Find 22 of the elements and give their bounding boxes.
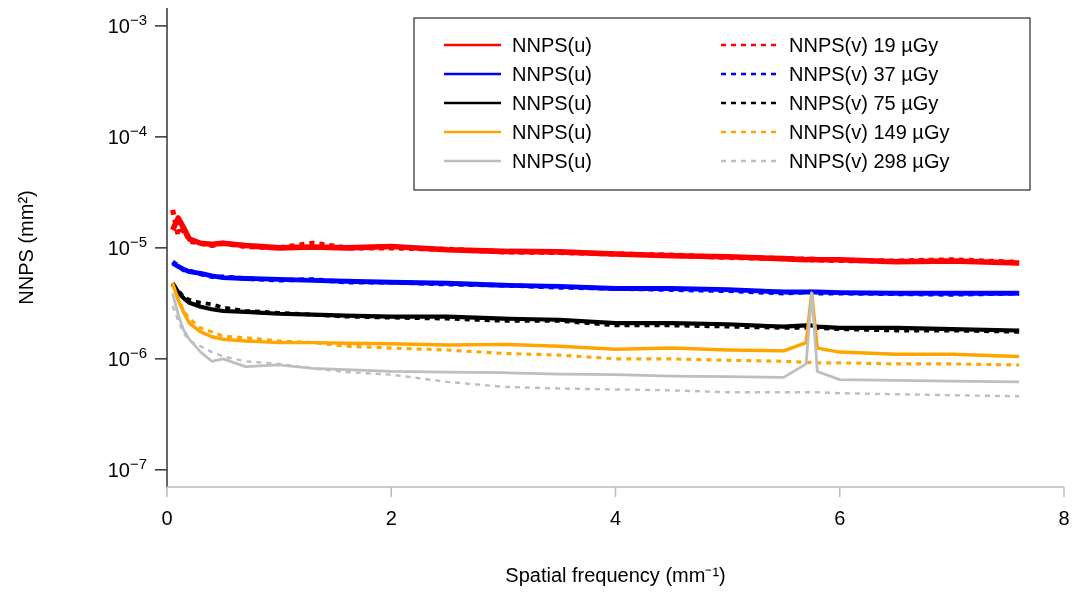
legend-label: NNPS(u): [512, 150, 593, 172]
legend-label: NNPS(v) 149 µGy: [789, 121, 950, 143]
y-tick-label: 10$^{−4}$: [107, 121, 147, 148]
x-axis-title: Spatial frequency (mm⁻¹): [505, 564, 726, 586]
x-tick-label: 8: [1058, 507, 1070, 529]
legend-label: NNPS(v) 37 µGy: [789, 63, 939, 85]
y-tick-label: 10$^{−6}$: [107, 343, 147, 370]
legend-label: NNPS(v) 19 µGy: [789, 34, 939, 56]
legend-label: NNPS(u): [512, 63, 593, 85]
x-tick-label: 0: [161, 507, 173, 529]
legend-label: NNPS(v) 75 µGy: [789, 92, 939, 114]
x-tick-label: 6: [834, 507, 846, 529]
legend-label: NNPS(v) 298 µGy: [789, 150, 950, 172]
legend-label: NNPS(u): [512, 121, 593, 143]
y-tick-label: 10$^{−3}$: [107, 10, 147, 37]
y-axis-title: NNPS (mm²): [15, 190, 37, 305]
x-tick-label: 4: [609, 507, 622, 529]
y-tick-label: 10$^{−7}$: [107, 454, 147, 481]
legend-label: NNPS(u): [512, 34, 593, 56]
legend-label: NNPS(u): [512, 92, 593, 114]
x-tick-label: 2: [385, 507, 397, 529]
y-tick-label: 10$^{−5}$: [107, 232, 147, 259]
